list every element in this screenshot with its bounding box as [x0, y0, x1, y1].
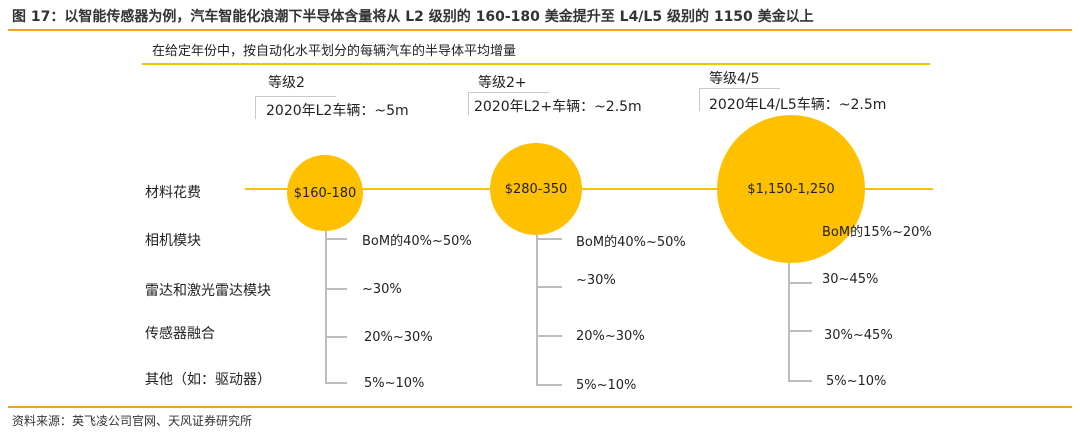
source-note: 资料来源：英飞凌公司官网、天风证券研究所: [12, 414, 253, 428]
level-45-breakdown-line: [788, 255, 790, 382]
cost-axis-line: [245, 188, 933, 190]
level-2plus-vehicles: 2020年L2+车辆：~2.5m: [474, 99, 642, 115]
level-2-tick: [325, 238, 347, 240]
level-45-tick: [788, 282, 812, 284]
level-2-tick: [325, 288, 347, 290]
level-2plus-breakdown-line: [536, 225, 538, 385]
diagram-subtitle: 在给定年份中，按自动化水平划分的每辆汽车的半导体平均增量: [152, 44, 517, 59]
level-45-radar-share: 30~45%: [822, 272, 879, 287]
title-divider: [8, 29, 1072, 31]
level-2plus-tick: [536, 384, 562, 386]
level-45-other-share: 5%~10%: [826, 374, 887, 389]
level-2plus-tick: [536, 286, 562, 288]
level-2-radar-share: ~30%: [362, 282, 402, 297]
level-45-camera-share: BoM的15%~20%: [822, 225, 932, 240]
level-2-title: 等级2: [268, 75, 305, 91]
level-45-title: 等级4/5: [709, 71, 760, 87]
level-2plus-tick: [536, 335, 562, 337]
level-2plus-title: 等级2+: [478, 75, 527, 91]
row-label-other: 其他（如：驱动器）: [145, 372, 271, 388]
figure-title: 图 17：以智能传感器为例，汽车智能化浪潮下半导体含量将从 L2 级别的 160…: [12, 9, 814, 25]
level-2plus-fusion-share: 20%~30%: [576, 329, 645, 344]
level-45-fusion-share: 30%~45%: [824, 328, 893, 343]
level-45-bracket: [699, 88, 780, 111]
level-2-bracket: [255, 96, 336, 119]
level-45-cost: $1,150-1,250: [747, 181, 835, 197]
level-2-vehicles: 2020年L2车辆：~5m: [266, 103, 409, 119]
row-label-camera-module: 相机模块: [145, 233, 201, 249]
subtitle-underline: [142, 63, 930, 65]
level-2-tick: [325, 336, 347, 338]
level-2plus-camera-share: BoM的40%~50%: [576, 235, 686, 250]
level-2plus-tick: [536, 238, 562, 240]
level-2plus-radar-share: ~30%: [576, 273, 616, 288]
footer-divider: [8, 406, 1072, 408]
level-45-cost-circle: $1,150-1,250: [717, 115, 865, 263]
row-label-radar-lidar: 雷达和激光雷达模块: [145, 283, 271, 299]
level-2-camera-share: BoM的40%~50%: [362, 234, 472, 249]
row-label-material-cost: 材料花费: [145, 185, 201, 201]
level-2-cost-circle: $160-180: [287, 155, 363, 231]
row-label-sensor-fusion: 传感器融合: [145, 326, 215, 342]
level-2plus-cost-circle: $280-350: [490, 143, 582, 235]
level-2-tick: [325, 382, 347, 384]
level-2-cost: $160-180: [293, 185, 357, 201]
level-2plus-other-share: 5%~10%: [576, 378, 637, 393]
level-2plus-cost: $280-350: [504, 181, 568, 197]
level-45-tick: [788, 330, 812, 332]
level-2-other-share: 5%~10%: [364, 376, 425, 391]
level-45-vehicles: 2020年L4/L5车辆：~2.5m: [709, 97, 887, 113]
level-2plus-bracket: [468, 92, 549, 115]
level-2-breakdown-line: [325, 215, 327, 383]
level-2-fusion-share: 20%~30%: [364, 330, 433, 345]
level-45-tick: [788, 380, 812, 382]
